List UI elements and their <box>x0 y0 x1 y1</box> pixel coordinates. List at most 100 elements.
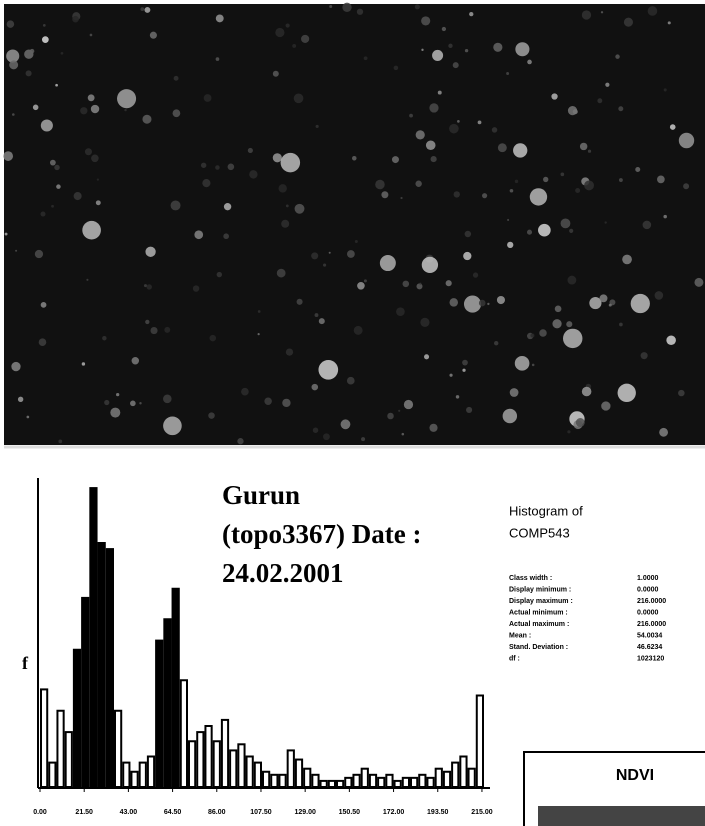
bar <box>197 732 203 787</box>
image-speckle <box>51 205 54 208</box>
image-speckle <box>582 387 592 397</box>
image-speckle <box>174 76 179 81</box>
bar <box>123 763 129 787</box>
image-speckle <box>659 428 668 437</box>
image-speckle <box>85 148 92 155</box>
image-speckle <box>39 338 47 346</box>
image-speckle <box>431 156 437 162</box>
image-speckle <box>648 6 658 16</box>
image-speckle <box>124 109 126 111</box>
image-speckle <box>282 399 290 407</box>
image-speckle <box>316 125 319 128</box>
image-speckle <box>361 437 365 441</box>
bar <box>57 711 63 787</box>
image-speckle <box>415 181 421 187</box>
image-speckle <box>201 163 206 168</box>
bar <box>329 781 335 787</box>
bar <box>477 696 483 788</box>
image-speckle <box>597 98 602 103</box>
image-speckle <box>631 294 650 313</box>
image-speckle <box>50 160 56 166</box>
bar <box>66 732 72 787</box>
image-speckle <box>104 400 109 405</box>
image-speckle <box>538 224 551 237</box>
image-speckle <box>619 323 623 327</box>
image-speckle <box>664 88 667 91</box>
image-speckle <box>465 231 471 237</box>
image-speckle <box>30 49 34 53</box>
image-speckle <box>683 183 689 189</box>
image-speckle <box>402 433 405 436</box>
bar <box>321 781 327 787</box>
image-speckle <box>539 329 547 337</box>
image-speckle <box>465 49 468 52</box>
bar <box>288 750 294 787</box>
image-speckle <box>432 50 443 61</box>
image-speckle <box>15 250 17 252</box>
image-speckle <box>319 318 325 324</box>
image-speckle <box>663 215 666 218</box>
bar <box>427 778 433 787</box>
image-speckle <box>530 333 534 337</box>
bar <box>460 757 466 788</box>
image-speckle <box>380 255 396 271</box>
bar <box>131 772 137 787</box>
image-speckle <box>601 401 610 410</box>
title-line: Gurun <box>222 480 300 510</box>
image-speckle <box>622 255 632 265</box>
image-speckle <box>43 24 46 27</box>
x-tick-label: 193.50 <box>427 809 449 816</box>
image-speckle <box>567 276 576 285</box>
bar <box>189 741 195 787</box>
image-speckle <box>286 23 290 27</box>
image-speckle <box>530 188 547 205</box>
image-speckle <box>605 83 609 87</box>
image-speckle <box>210 335 216 341</box>
ndvi-image <box>538 806 705 826</box>
image-speckle <box>204 94 212 102</box>
image-speckle <box>323 264 326 267</box>
image-speckle <box>171 200 181 210</box>
stat-value: 0.0000 <box>637 609 659 616</box>
x-tick-label: 215.00 <box>471 809 493 816</box>
image-speckle <box>142 115 151 124</box>
image-speckle <box>194 230 203 239</box>
image-speckle <box>448 44 452 48</box>
image-speckle <box>507 242 513 248</box>
image-speckle <box>426 140 436 150</box>
image-speckle <box>354 326 363 335</box>
image-speckle <box>54 165 59 170</box>
image-speckle <box>12 113 15 116</box>
image-speckle <box>329 252 331 254</box>
bar <box>255 763 261 787</box>
stat-label: Display minimum : <box>509 586 571 593</box>
image-speckle <box>561 173 565 177</box>
bar <box>156 641 162 787</box>
bar <box>263 772 269 787</box>
image-speckle <box>249 170 257 178</box>
image-speckle <box>347 250 355 258</box>
image-speckle <box>150 327 157 334</box>
image-speckle <box>619 178 623 182</box>
bar <box>74 650 80 787</box>
bar <box>90 488 96 787</box>
image-speckle <box>400 197 402 199</box>
image-speckle <box>398 410 400 412</box>
image-speckle <box>415 4 420 9</box>
x-tick-label: 21.50 <box>75 809 93 816</box>
image-speckle <box>457 120 460 123</box>
image-speckle <box>670 124 676 130</box>
image-speckle <box>492 127 497 132</box>
image-speckle <box>264 398 271 405</box>
image-speckle <box>510 388 519 397</box>
image-speckle <box>438 91 442 95</box>
image-speckle <box>584 180 594 190</box>
image-speckle <box>11 362 20 371</box>
bar <box>395 781 401 787</box>
image-speckle <box>498 143 507 152</box>
bar <box>452 763 458 787</box>
side-title: COMP543 <box>509 525 570 540</box>
stat-value: 216.0000 <box>637 621 666 628</box>
image-speckle <box>80 107 87 114</box>
x-tick-label: 107.50 <box>250 809 272 816</box>
